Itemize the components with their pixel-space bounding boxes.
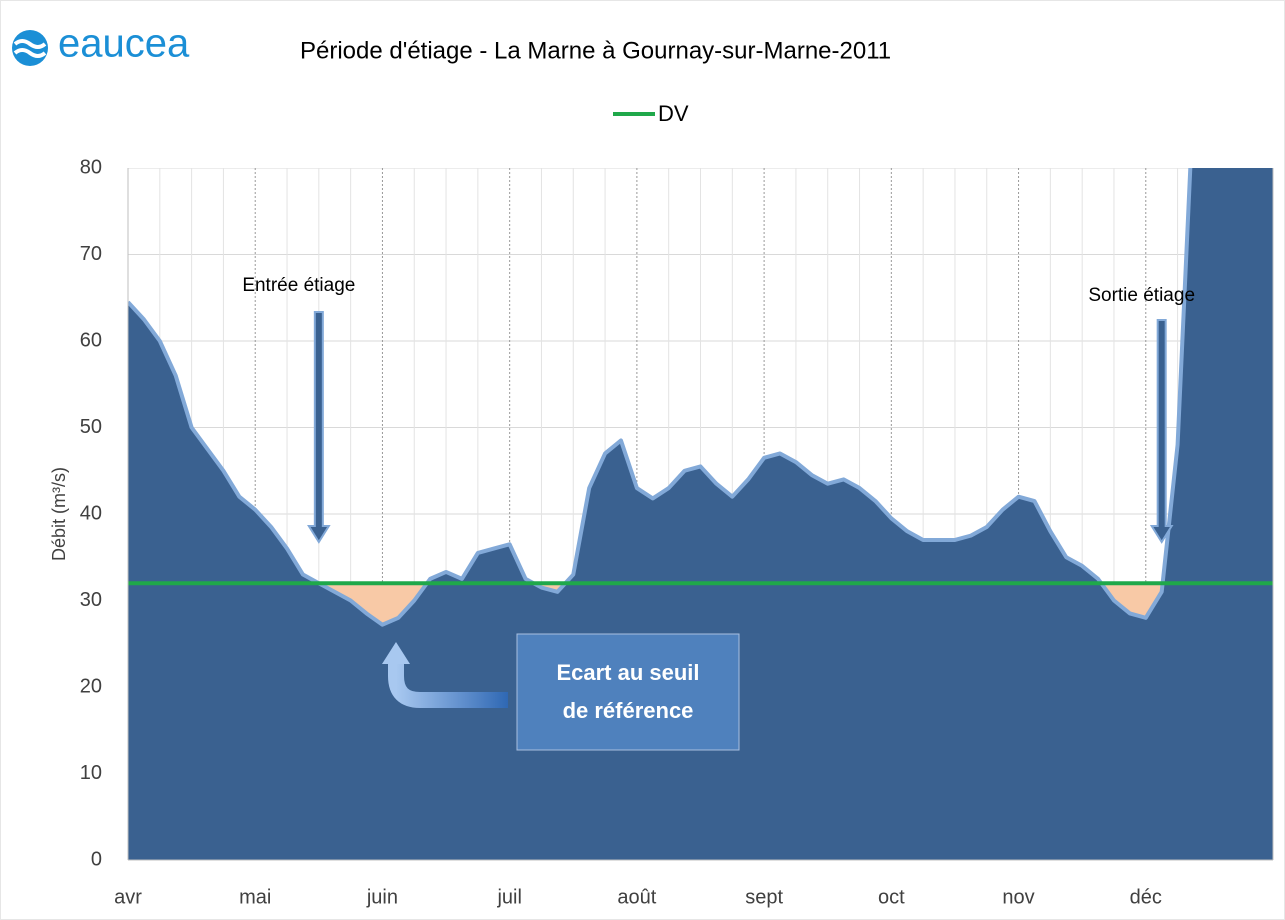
x-tick-label: mai xyxy=(239,886,271,908)
x-tick-label: oct xyxy=(878,886,905,908)
y-tick-label: 30 xyxy=(80,589,102,611)
y-tick-label: 10 xyxy=(80,762,102,784)
x-tick-label: juil xyxy=(496,886,521,908)
callout-box xyxy=(516,633,740,751)
annotation: Sortie étiage xyxy=(1088,285,1195,306)
callout-text: Ecart au seuil xyxy=(556,660,699,685)
overlay: avr mai juin juil août sept oct nov déc DV Entrée … xyxy=(114,101,1274,908)
callout-text: de référence xyxy=(563,698,694,723)
y-tick-label: 40 xyxy=(80,502,102,524)
y-axis-label: Débit (m³/s) xyxy=(49,467,69,561)
brand: eaucea xyxy=(58,22,190,66)
y-tick-label: 50 xyxy=(80,416,102,438)
logo xyxy=(12,30,48,66)
y-tick-label: 70 xyxy=(80,243,102,265)
x-tick-label: nov xyxy=(1002,886,1034,908)
annotation-arrow xyxy=(1149,319,1174,544)
y-tick-label: 0 xyxy=(91,848,102,870)
annotation: Entrée étiage xyxy=(242,275,355,296)
y-tick-label: 80 xyxy=(80,156,102,178)
y-tick-label: 20 xyxy=(80,675,102,697)
x-tick-label: déc xyxy=(1130,886,1162,908)
callout-arrow xyxy=(382,642,508,708)
annotation-arrow xyxy=(307,311,331,544)
chart-title: Période d'étiage - La Marne à Gournay-su… xyxy=(300,37,891,64)
flow-area xyxy=(128,168,1273,860)
x-tick-label: août xyxy=(617,886,656,908)
x-tick-label: avr xyxy=(114,886,142,908)
legend-label: DV xyxy=(658,101,689,126)
x-tick-label: sept xyxy=(745,886,783,908)
x-tick-label: juin xyxy=(366,886,398,908)
y-tick-label: 60 xyxy=(80,329,102,351)
